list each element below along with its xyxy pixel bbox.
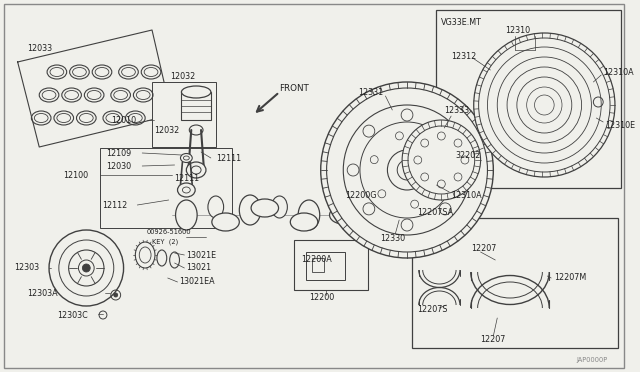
Text: 12207SA: 12207SA	[417, 208, 453, 217]
Ellipse shape	[180, 154, 192, 163]
Text: 13021EA: 13021EA	[179, 278, 215, 286]
Circle shape	[49, 230, 124, 306]
Text: 12310E: 12310E	[605, 121, 636, 129]
Text: 12310: 12310	[505, 26, 530, 35]
Ellipse shape	[189, 125, 203, 135]
Text: 12303A: 12303A	[28, 289, 58, 298]
Ellipse shape	[208, 196, 223, 218]
Bar	[100, 148, 232, 228]
Bar	[412, 218, 618, 348]
Ellipse shape	[170, 252, 179, 268]
Text: 32202: 32202	[455, 151, 481, 160]
Text: 12111: 12111	[175, 173, 200, 183]
Circle shape	[474, 33, 615, 177]
Circle shape	[402, 120, 481, 200]
Text: 00926-51600: 00926-51600	[147, 229, 192, 235]
Ellipse shape	[251, 199, 278, 217]
Ellipse shape	[330, 206, 357, 224]
Ellipse shape	[186, 162, 206, 178]
Circle shape	[68, 250, 104, 286]
Ellipse shape	[271, 196, 287, 218]
Circle shape	[343, 105, 471, 235]
Circle shape	[321, 82, 493, 258]
Circle shape	[534, 95, 554, 115]
Text: 12331: 12331	[358, 87, 383, 96]
Text: 12303C: 12303C	[57, 311, 88, 320]
Ellipse shape	[182, 86, 211, 98]
Polygon shape	[18, 30, 172, 147]
Ellipse shape	[352, 200, 374, 230]
Text: 12200: 12200	[309, 294, 334, 302]
Circle shape	[497, 57, 591, 153]
Text: 12032: 12032	[171, 71, 196, 80]
Ellipse shape	[298, 200, 320, 230]
Ellipse shape	[175, 200, 197, 230]
Text: 12100: 12100	[63, 170, 88, 180]
Text: 12207: 12207	[481, 336, 506, 344]
Circle shape	[507, 67, 582, 143]
Circle shape	[488, 47, 601, 163]
Ellipse shape	[330, 196, 346, 218]
Text: 12109: 12109	[106, 148, 131, 157]
Bar	[152, 82, 216, 147]
Circle shape	[114, 293, 118, 297]
Circle shape	[59, 240, 114, 296]
Circle shape	[517, 77, 572, 133]
Bar	[306, 252, 345, 280]
Text: 13021: 13021	[186, 263, 211, 273]
Text: 12010: 12010	[111, 115, 136, 125]
Circle shape	[83, 264, 90, 272]
Text: 12207S: 12207S	[417, 305, 447, 314]
Bar	[312, 258, 324, 272]
Ellipse shape	[212, 213, 239, 231]
Circle shape	[79, 260, 94, 276]
Text: KEY  (2): KEY (2)	[152, 239, 179, 245]
Text: VG33E.MT: VG33E.MT	[442, 17, 482, 26]
Bar	[436, 10, 621, 188]
Text: 13021E: 13021E	[186, 250, 216, 260]
Text: FRONT: FRONT	[280, 83, 309, 93]
Text: 12333: 12333	[444, 106, 469, 115]
Text: 12312: 12312	[451, 51, 476, 61]
Ellipse shape	[157, 250, 167, 266]
Ellipse shape	[239, 195, 261, 225]
Text: 12112: 12112	[102, 201, 127, 209]
Text: 12310A: 12310A	[603, 67, 634, 77]
Text: 12330: 12330	[381, 234, 406, 243]
Circle shape	[527, 87, 562, 123]
Bar	[182, 92, 211, 120]
Text: JAP0000P: JAP0000P	[577, 357, 608, 363]
Ellipse shape	[177, 183, 195, 197]
Ellipse shape	[135, 242, 155, 268]
Text: 12200A: 12200A	[301, 256, 332, 264]
Text: 12207M: 12207M	[554, 273, 586, 282]
Text: 12033: 12033	[28, 44, 52, 52]
Text: 12310A: 12310A	[451, 190, 482, 199]
Text: 12303: 12303	[14, 263, 39, 273]
Text: 12200G: 12200G	[345, 190, 377, 199]
Text: 12207: 12207	[471, 244, 496, 253]
Ellipse shape	[291, 213, 318, 231]
Text: 12111: 12111	[216, 154, 241, 163]
Text: 12032: 12032	[154, 125, 179, 135]
Text: 12030: 12030	[106, 161, 131, 170]
Bar	[294, 240, 368, 290]
